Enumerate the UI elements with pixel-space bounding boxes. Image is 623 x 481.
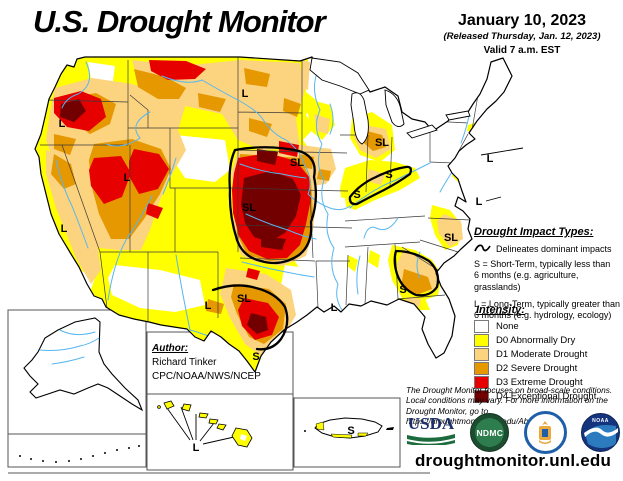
usda-logo: USDA bbox=[406, 415, 456, 450]
author-block: Author: Richard Tinker CPC/NOAA/NWS/NCEP bbox=[152, 342, 261, 384]
swatch-d1 bbox=[474, 348, 489, 361]
rivers bbox=[55, 61, 470, 362]
author-org: CPC/NOAA/NWS/NCEP bbox=[152, 371, 261, 382]
impact-types-heading: Drought Impact Types: bbox=[474, 226, 594, 238]
page-title: U.S. Drought Monitor bbox=[33, 4, 326, 39]
label-georgia: S bbox=[399, 284, 406, 296]
label-central-texas: SL bbox=[237, 293, 251, 305]
swatch-none bbox=[474, 320, 489, 333]
swatch-d3 bbox=[474, 376, 489, 389]
swatch-d2 bbox=[474, 362, 489, 375]
aleutians-inset-box bbox=[7, 433, 147, 468]
commerce-logo bbox=[523, 411, 567, 454]
label-utah: L bbox=[124, 172, 131, 184]
commerce-eagle-icon bbox=[539, 420, 552, 444]
label-oregon: L bbox=[59, 118, 66, 130]
short-term-definition: S = Short-Term, typically less than 6 mo… bbox=[474, 259, 611, 292]
logo-row: USDA NDMC NOAA bbox=[406, 411, 620, 454]
label-louisiana: L bbox=[331, 302, 338, 314]
label-michigan: SL bbox=[375, 137, 389, 149]
legend-row-d1: D1 Moderate Drought bbox=[466, 348, 623, 361]
legend-row-d0: D0 Abnormally Dry bbox=[466, 334, 623, 347]
label-long-island: L bbox=[487, 153, 494, 165]
noaa-logo: NOAA bbox=[580, 413, 620, 452]
label-north-carolina: SL bbox=[444, 232, 458, 244]
date-block: January 10, 2023 (Released Thursday, Jan… bbox=[426, 12, 618, 56]
hawaii-inset-box bbox=[146, 393, 294, 471]
map-date: January 10, 2023 bbox=[457, 12, 587, 29]
ndmc-logo: NDMC bbox=[470, 413, 510, 452]
release-date: (Released Thursday, Jan. 12, 2023) bbox=[443, 31, 601, 42]
author-name: Richard Tinker bbox=[152, 357, 217, 368]
great-lakes bbox=[309, 57, 471, 145]
long-island-callout-line bbox=[480, 147, 524, 156]
valid-time: Valid 7 a.m. EST bbox=[483, 45, 561, 56]
author-heading: Author: bbox=[152, 343, 189, 354]
intensity-legend: Intensity: None D0 Abnormally Dry D1 Mod… bbox=[474, 304, 623, 404]
aleutians-inset bbox=[19, 445, 140, 463]
long-term-definition: L = Long-Term, typically greater than 6 … bbox=[474, 298, 620, 320]
usda-swoosh bbox=[407, 434, 455, 447]
puerto-rico-inset-box bbox=[293, 397, 401, 468]
puerto-rico-inset bbox=[304, 417, 394, 439]
label-iowa: SL bbox=[290, 157, 304, 169]
label-puerto-rico: S bbox=[347, 425, 354, 437]
swatch-d0 bbox=[474, 334, 489, 347]
label-south-texas: S bbox=[252, 351, 259, 363]
map-labels: L L L L SL SL L SL L S S SL L L SL S S L… bbox=[59, 88, 494, 454]
swatch-d4 bbox=[474, 390, 489, 403]
label-west-texas: L bbox=[205, 300, 212, 312]
label-delmarva: L bbox=[476, 196, 483, 208]
legend-row-d4: D4 Exceptional Drought bbox=[466, 390, 623, 403]
delineates-text: Delineates dominant impacts bbox=[496, 243, 612, 254]
alaska-inset bbox=[23, 317, 144, 412]
delineation-squiggle-icon bbox=[474, 244, 491, 252]
state-borders bbox=[40, 57, 479, 322]
label-nebraska-kansas: SL bbox=[242, 202, 256, 214]
label-hawaii: L bbox=[193, 442, 200, 454]
label-ohio: S bbox=[385, 169, 392, 181]
impact-delineation-lines bbox=[211, 146, 440, 351]
noaa-seagull-icon bbox=[583, 425, 618, 448]
footer-url-link[interactable]: droughtmonitor.unl.edu bbox=[414, 451, 612, 470]
legend-row-none: None bbox=[466, 320, 623, 333]
impact-types-legend: Drought Impact Types: Delineates dominan… bbox=[474, 226, 623, 327]
intensity-heading: Intensity: bbox=[476, 304, 525, 316]
delmarva-callout-line bbox=[485, 196, 502, 202]
legend-row-d2: D2 Severe Drought bbox=[466, 362, 623, 375]
inset-frames bbox=[7, 309, 430, 474]
hawaii-inset bbox=[157, 400, 253, 448]
us-outline bbox=[34, 56, 513, 373]
label-kentucky: S bbox=[353, 189, 360, 201]
label-north-dakota: L bbox=[242, 88, 249, 100]
label-nevada: L bbox=[61, 223, 68, 235]
legend-row-d3: D3 Extreme Drought bbox=[466, 376, 623, 389]
